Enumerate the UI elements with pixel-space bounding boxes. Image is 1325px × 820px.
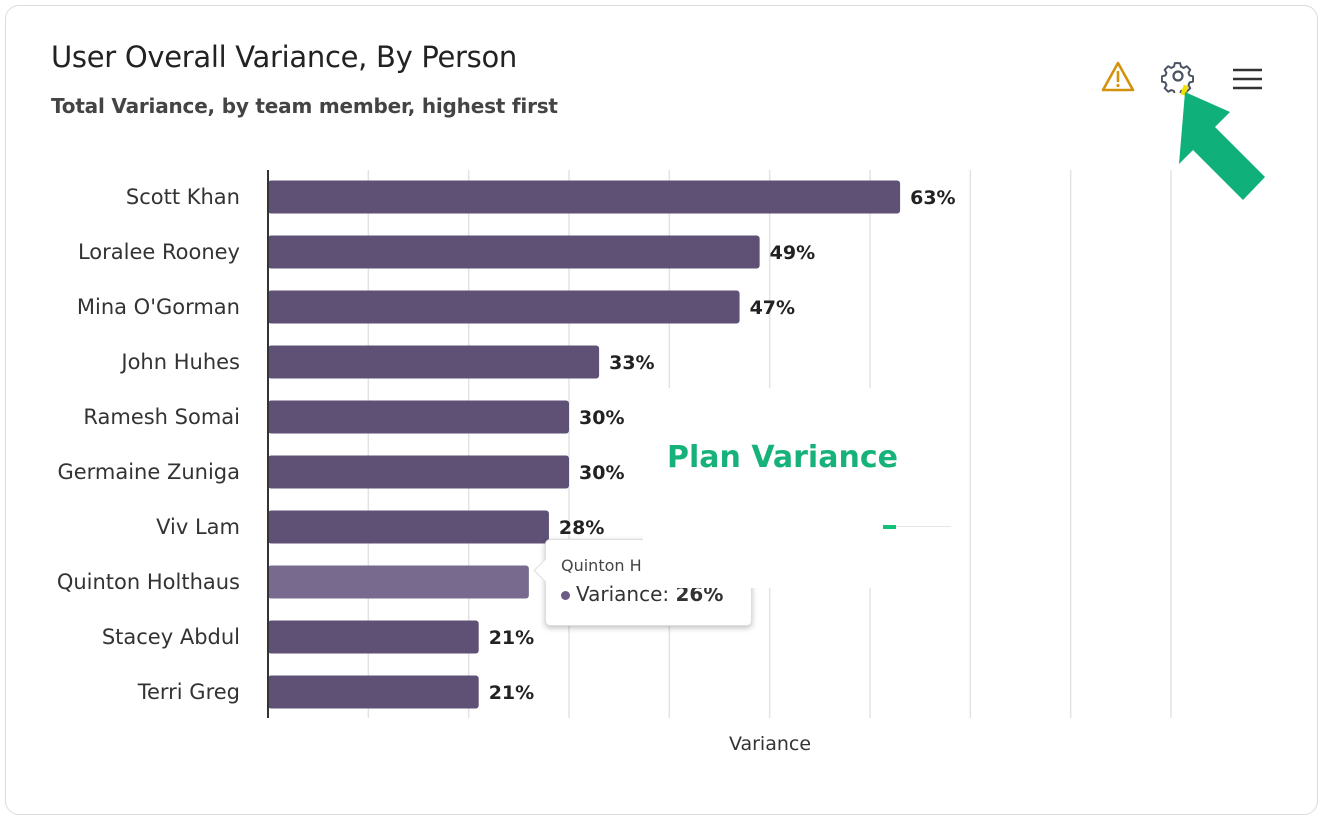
- hamburger-menu-icon[interactable]: [1231, 66, 1265, 92]
- bar[interactable]: [268, 455, 569, 489]
- bar[interactable]: [268, 675, 479, 709]
- warning-icon[interactable]: [1100, 60, 1136, 94]
- data-label: 30%: [579, 462, 624, 484]
- overlay-underline: [656, 525, 896, 529]
- data-label: 21%: [489, 627, 534, 649]
- data-label: 33%: [609, 352, 654, 374]
- category-label: Germaine Zuniga: [57, 460, 240, 484]
- overlay-title: Plan Variance: [667, 440, 898, 475]
- bar[interactable]: [268, 620, 479, 654]
- chart-subtitle: Total Variance, by team member, highest …: [51, 94, 558, 118]
- data-label: 49%: [770, 242, 815, 264]
- tooltip-series: Variance:: [576, 582, 670, 606]
- series-dot-icon: [561, 591, 570, 600]
- category-label: Loralee Rooney: [78, 240, 240, 264]
- tooltip-row: Variance: 26%: [561, 582, 723, 606]
- bar[interactable]: [268, 345, 600, 379]
- category-label: Stacey Abdul: [102, 625, 240, 649]
- data-label: 30%: [579, 407, 624, 429]
- category-label: Terri Greg: [137, 680, 240, 704]
- gear-icon[interactable]: [1161, 59, 1195, 93]
- overlay-divider: [896, 526, 951, 527]
- data-label: 21%: [489, 682, 534, 704]
- bar[interactable]: [268, 235, 760, 269]
- bar[interactable]: [268, 510, 549, 544]
- tooltip-name: Quinton H: [561, 556, 642, 575]
- tooltip-value: 26%: [675, 582, 724, 606]
- annotation-arrow-icon: [1179, 84, 1265, 200]
- category-label: Scott Khan: [126, 185, 240, 209]
- chart-title: User Overall Variance, By Person: [51, 40, 518, 74]
- category-label: John Huhes: [119, 350, 240, 374]
- bar-tooltip: Quinton H Variance: 26%: [545, 539, 752, 626]
- data-label: 28%: [559, 517, 604, 539]
- category-label: Mina O'Gorman: [77, 295, 240, 319]
- category-label: Ramesh Somai: [83, 405, 240, 429]
- x-axis-label: Variance: [729, 733, 811, 755]
- data-label: 63%: [910, 187, 955, 209]
- bar[interactable]: [268, 565, 529, 599]
- bar[interactable]: [268, 290, 740, 324]
- category-label: Viv Lam: [156, 515, 240, 539]
- category-label: Quinton Holthaus: [57, 570, 240, 594]
- bar[interactable]: [268, 400, 569, 434]
- data-label: 47%: [750, 297, 795, 319]
- bar[interactable]: [268, 180, 901, 214]
